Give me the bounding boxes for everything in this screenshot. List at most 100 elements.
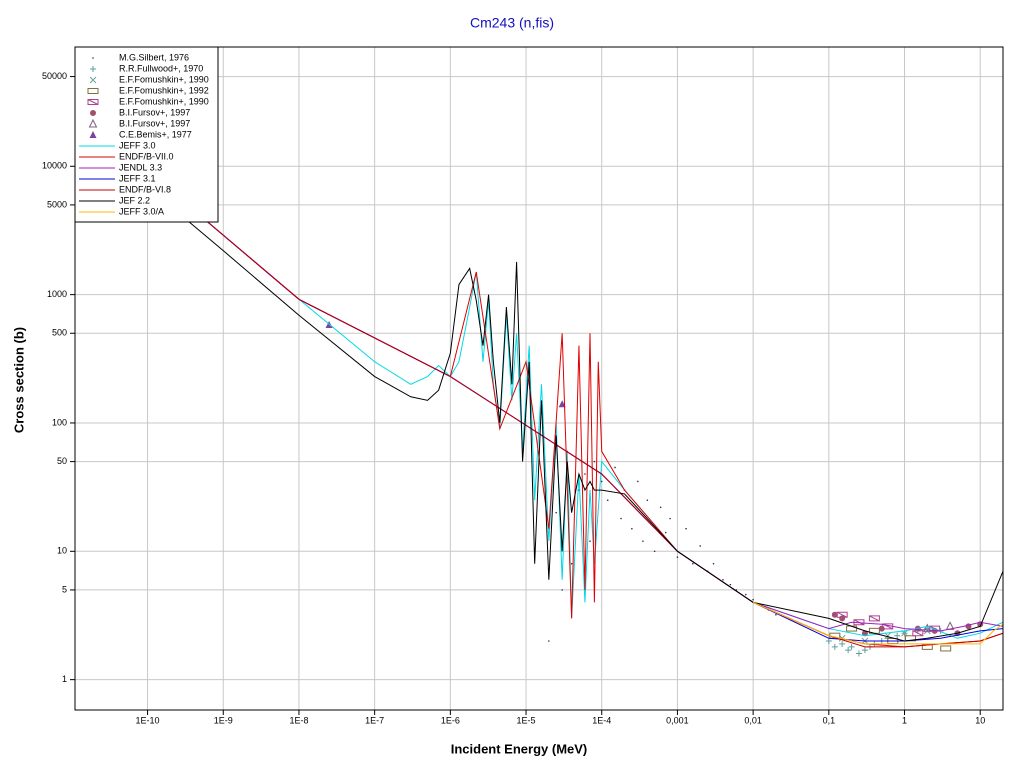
legend-box xyxy=(74,46,219,223)
legend-label: E.F.Fomushkin+, 1990 xyxy=(119,96,209,106)
series-line xyxy=(752,601,1003,645)
legend-label: JEFF 3.0 xyxy=(119,140,156,150)
data-point xyxy=(593,460,596,463)
data-point xyxy=(88,118,98,128)
y-tick-label: 1000 xyxy=(47,289,67,299)
x-tick-label: 0,001 xyxy=(666,715,689,725)
x-tick-label: 0,01 xyxy=(744,715,762,725)
x-tick-label: 1E-5 xyxy=(517,715,536,725)
data-point xyxy=(848,643,855,650)
legend-label: M.G.Silbert, 1976 xyxy=(119,52,189,62)
data-point xyxy=(878,625,885,632)
data-point xyxy=(855,650,862,657)
data-point xyxy=(685,527,687,530)
data-point xyxy=(561,589,563,591)
data-point xyxy=(600,480,603,483)
data-point xyxy=(752,598,754,601)
data-point xyxy=(699,545,702,547)
x-axis-title: Incident Energy (MeV) xyxy=(451,741,588,756)
data-point xyxy=(839,615,846,622)
y-tick-label: 10 xyxy=(57,546,67,556)
data-point xyxy=(606,499,609,502)
data-point xyxy=(831,611,838,618)
legend-label: ENDF/B-VII.0 xyxy=(119,151,174,161)
grid xyxy=(75,47,1003,710)
y-tick-label: 5000 xyxy=(47,199,67,209)
data-point xyxy=(940,645,952,652)
plot-frame xyxy=(74,46,1004,711)
data-point xyxy=(664,531,667,534)
x-tick-label: 1 xyxy=(902,715,907,725)
y-axis-title: Cross section (b) xyxy=(11,327,26,433)
data-point xyxy=(712,562,715,565)
legend-label: JEFF 3.0/A xyxy=(119,206,164,216)
x-tick-label: 1E-6 xyxy=(441,715,460,725)
data-point xyxy=(620,517,622,520)
data-point xyxy=(589,540,591,542)
x-tick-label: 1E-7 xyxy=(365,715,384,725)
data-point xyxy=(631,527,633,530)
data-point xyxy=(692,562,694,565)
legend-label: E.F.Fomushkin+, 1990 xyxy=(119,74,209,84)
chart-title: Cm243 (n,fis) xyxy=(470,15,554,31)
data-point xyxy=(653,550,656,553)
data-point xyxy=(90,110,96,116)
data-point xyxy=(614,466,616,469)
legend-label: JENDL 3.3 xyxy=(119,162,162,172)
data-point xyxy=(868,615,880,622)
plot-area xyxy=(75,108,1003,657)
data-point xyxy=(922,623,932,633)
data-point xyxy=(676,556,679,558)
y-tick-label: 100 xyxy=(52,417,67,427)
y-tick-label: 1 xyxy=(62,674,67,684)
data-point xyxy=(548,640,550,642)
data-point xyxy=(894,632,901,639)
legend-label: JEF 2.2 xyxy=(119,195,150,205)
legend-label: C.E.Bemis+, 1977 xyxy=(119,129,192,139)
data-point xyxy=(775,614,777,616)
x-tick-label: 1E-8 xyxy=(289,715,308,725)
data-point xyxy=(87,99,99,105)
data-point xyxy=(89,131,97,138)
data-point xyxy=(555,511,557,514)
y-tick-label: 5 xyxy=(62,584,67,594)
legend-label: E.F.Fomushkin+, 1992 xyxy=(119,85,209,95)
data-point xyxy=(637,480,639,483)
data-point xyxy=(861,647,868,654)
x-tick-label: 1E-10 xyxy=(136,715,160,725)
data-point xyxy=(584,473,586,475)
data-point xyxy=(722,578,724,581)
x-tick-label: 1E-9 xyxy=(214,715,233,725)
data-point xyxy=(558,400,566,408)
data-point xyxy=(744,593,747,596)
legend-label: JEFF 3.1 xyxy=(119,173,156,183)
data-point xyxy=(92,57,94,59)
y-tick-label: 50000 xyxy=(42,71,67,81)
data-point xyxy=(646,499,649,502)
legend-label: B.I.Fursov+, 1997 xyxy=(119,107,190,117)
data-point xyxy=(839,640,846,647)
data-point xyxy=(87,88,99,94)
data-point xyxy=(89,76,97,84)
ticks: 1E-10 1E-9 1E-8 1E-7 1E-6 1E-5 1E-4 0,001 0,01 0,… xyxy=(42,71,985,725)
data-point xyxy=(90,66,96,72)
y-tick-label: 10000 xyxy=(42,161,67,171)
legend-label: R.R.Fullwood+, 1970 xyxy=(119,63,203,73)
data-point xyxy=(642,540,644,542)
data-point xyxy=(845,647,852,654)
data-point xyxy=(570,562,573,565)
legend-label: ENDF/B-VI.8 xyxy=(119,184,171,194)
y-tick-label: 50 xyxy=(57,456,67,466)
y-tick-label: 500 xyxy=(52,328,67,338)
data-point xyxy=(729,583,732,586)
data-point xyxy=(669,517,671,520)
x-tick-label: 10 xyxy=(975,715,985,725)
x-tick-label: 0,1 xyxy=(823,715,836,725)
data-point xyxy=(659,506,662,509)
data-point xyxy=(831,643,838,650)
x-tick-label: 1E-4 xyxy=(592,715,611,725)
legend-label: B.I.Fursov+, 1997 xyxy=(119,118,190,128)
data-point xyxy=(921,643,933,650)
